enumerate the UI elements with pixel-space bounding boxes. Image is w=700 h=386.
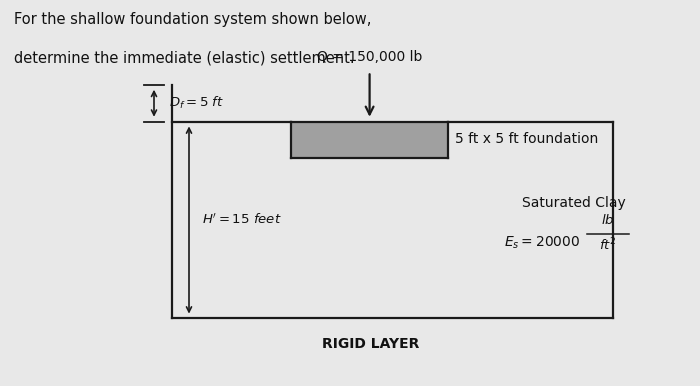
Text: RIGID LAYER: RIGID LAYER [322, 337, 420, 350]
Text: Saturated Clay: Saturated Clay [522, 196, 626, 210]
Text: $H' = 15\ feet$: $H' = 15\ feet$ [202, 213, 281, 227]
Text: 5 ft x 5 ft foundation: 5 ft x 5 ft foundation [455, 132, 598, 146]
Text: $D_f = 5\ ft$: $D_f = 5\ ft$ [169, 95, 225, 111]
Bar [290, 122, 448, 158]
Text: $ft^2$: $ft^2$ [598, 236, 617, 253]
Text: Q = 150,000 lb: Q = 150,000 lb [317, 50, 422, 64]
Text: $E_s = 20000$: $E_s = 20000$ [504, 235, 580, 251]
Text: determine the immediate (elastic) settlement.: determine the immediate (elastic) settle… [14, 50, 355, 65]
Text: For the shallow foundation system shown below,: For the shallow foundation system shown … [14, 12, 372, 27]
Text: $lb$: $lb$ [601, 213, 615, 227]
